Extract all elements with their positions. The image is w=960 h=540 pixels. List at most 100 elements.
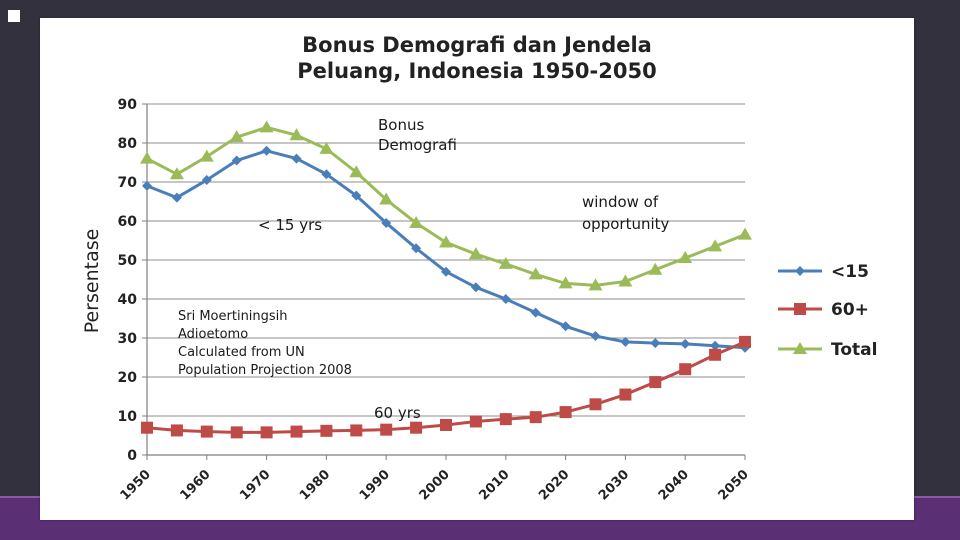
data-point — [409, 215, 424, 228]
x-tick-label: 2040 — [656, 467, 692, 503]
data-point — [441, 266, 451, 277]
annotation-window-line-2: opportunity — [582, 215, 670, 233]
x-tick-label: 2020 — [536, 467, 572, 503]
data-point — [590, 331, 601, 342]
data-point — [650, 338, 661, 349]
legend-entry-under15: <15 — [778, 262, 869, 282]
legend-swatch-marker — [795, 266, 805, 276]
y-tick-label: 80 — [118, 136, 138, 152]
chart-title-line-1: Bonus Demografi dan Jendela — [302, 33, 652, 57]
annotation-bonus-line-2: Demografi — [378, 136, 457, 154]
x-tick-label: 1970 — [237, 467, 273, 503]
data-point — [170, 424, 183, 437]
data-point — [259, 120, 274, 133]
data-point — [678, 251, 693, 264]
data-point — [679, 363, 692, 376]
data-point — [558, 276, 573, 289]
legend-swatch-marker — [794, 303, 806, 315]
x-tick-label: 2010 — [476, 467, 512, 503]
legend-swatch-marker — [793, 342, 807, 354]
chart-title: Bonus Demografi dan Jendela Peluang, Ind… — [0, 32, 954, 84]
slide-corner-mark — [8, 10, 20, 22]
y-tick-label: 70 — [118, 175, 138, 191]
data-point — [261, 145, 272, 156]
data-point — [140, 151, 154, 164]
data-point — [709, 348, 722, 361]
x-tick-label: 1960 — [177, 467, 213, 503]
series-total — [140, 120, 752, 291]
data-point — [141, 421, 153, 434]
series-under15 — [142, 145, 750, 353]
data-point — [351, 190, 362, 201]
legend-entry-total: Total — [778, 340, 877, 360]
data-point — [231, 155, 242, 166]
data-point — [738, 227, 752, 240]
data-point — [319, 141, 334, 154]
annotation-source-line: Population Projection 2008 — [178, 363, 352, 378]
data-point — [498, 256, 513, 269]
data-point — [559, 406, 572, 419]
annotation-source-line: Adioetomo — [178, 327, 248, 342]
legend-label: Total — [831, 340, 877, 360]
data-point — [291, 153, 302, 164]
y-tick-label: 40 — [118, 292, 138, 308]
data-point — [469, 415, 482, 428]
data-point — [380, 423, 393, 436]
x-tick-label: 2030 — [596, 467, 632, 503]
chart-card: Bonus Demografi dan Jendela Peluang, Ind… — [40, 18, 914, 520]
data-point — [142, 180, 152, 191]
x-tick-label: 2000 — [417, 467, 453, 503]
data-point — [381, 217, 392, 228]
data-point — [560, 321, 571, 332]
data-point — [589, 398, 602, 411]
annotation-under15: < 15 yrs — [258, 216, 322, 234]
data-point — [708, 239, 723, 252]
data-point — [230, 426, 243, 439]
data-point — [199, 149, 214, 162]
x-tick-label: 2050 — [716, 467, 752, 503]
data-point — [411, 243, 422, 254]
data-point — [439, 235, 453, 248]
data-point — [440, 418, 452, 431]
data-point — [680, 338, 691, 349]
data-point — [468, 247, 483, 260]
data-point — [169, 167, 184, 180]
chart-title-line-2: Peluang, Indonesia 1950-2050 — [297, 59, 657, 83]
annotation-source-line: Sri Moertiningsih — [178, 309, 288, 324]
data-point — [649, 376, 662, 389]
x-tick-label: 1990 — [357, 467, 393, 503]
data-point — [619, 388, 632, 401]
annotation-sixty: 60 yrs — [374, 404, 421, 422]
data-point — [739, 335, 751, 348]
data-point — [499, 413, 512, 426]
data-point — [260, 426, 273, 439]
series-sixty-plus — [141, 335, 751, 439]
y-tick-label: 0 — [127, 448, 137, 464]
data-point — [500, 294, 511, 304]
data-point — [321, 169, 332, 180]
data-point — [349, 165, 364, 178]
y-tick-label: 60 — [118, 214, 138, 230]
data-point — [620, 336, 631, 347]
x-tick-label: 1980 — [297, 467, 333, 503]
data-point — [229, 130, 244, 143]
data-point — [200, 425, 213, 438]
data-point — [410, 421, 423, 434]
y-tick-label: 50 — [118, 253, 138, 269]
annotation-window-line-1: window of — [582, 193, 659, 211]
y-tick-label: 30 — [118, 331, 138, 347]
data-point — [529, 411, 542, 424]
legend-label: 60+ — [831, 300, 869, 320]
data-point — [648, 262, 663, 275]
data-point — [528, 267, 543, 280]
data-point — [470, 282, 481, 293]
data-point — [290, 425, 303, 438]
data-point — [350, 424, 363, 437]
legend-entry-sixty-plus: 60+ — [778, 300, 869, 320]
y-axis-title: Persentase — [81, 229, 103, 334]
x-tick-label: 1950 — [118, 467, 154, 503]
data-point — [171, 192, 182, 203]
y-tick-label: 10 — [118, 409, 138, 425]
data-point — [710, 340, 721, 351]
